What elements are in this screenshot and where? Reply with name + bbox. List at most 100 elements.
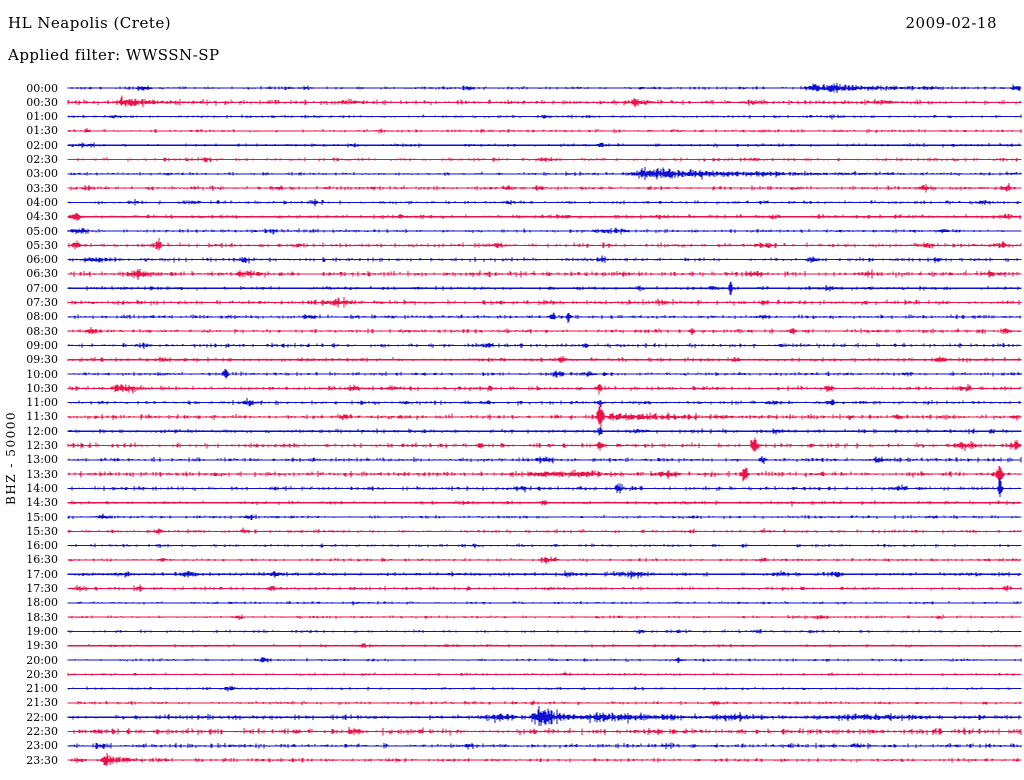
time-label-07:30: 07:30 xyxy=(26,296,58,309)
time-label-05:00: 05:00 xyxy=(26,224,58,238)
trace-row-07:00 xyxy=(67,281,1022,296)
trace-row-14:00 xyxy=(67,478,1022,498)
trace-row-17:30 xyxy=(67,584,1022,592)
time-label-08:00: 08:00 xyxy=(26,310,58,324)
time-label-23:30: 23:30 xyxy=(26,753,58,767)
trace-row-00:30 xyxy=(67,95,1022,107)
time-label-16:30: 16:30 xyxy=(26,553,58,567)
trace-row-22:00 xyxy=(67,705,1022,727)
trace-row-17:00 xyxy=(67,570,1022,579)
time-label-10:00: 10:00 xyxy=(26,367,58,381)
trace-row-08:00 xyxy=(67,312,1022,324)
trace-row-21:30 xyxy=(67,700,1022,706)
trace-row-14:30 xyxy=(67,500,1022,507)
trace-row-23:30 xyxy=(67,753,1022,766)
station-title: HL Neapolis (Crete) xyxy=(8,14,172,32)
time-label-07:00: 07:00 xyxy=(26,281,58,295)
time-label-00:30: 00:30 xyxy=(26,95,58,109)
time-label-10:30: 10:30 xyxy=(26,381,58,395)
time-label-05:30: 05:30 xyxy=(26,238,58,252)
trace-row-19:30 xyxy=(67,643,1022,649)
trace-row-02:30 xyxy=(67,157,1022,163)
trace-row-09:30 xyxy=(67,356,1022,363)
time-label-03:30: 03:30 xyxy=(26,181,58,195)
trace-row-11:30 xyxy=(67,403,1022,428)
trace-row-05:00 xyxy=(67,227,1022,235)
trace-row-01:00 xyxy=(67,114,1022,120)
time-label-01:30: 01:30 xyxy=(26,124,58,138)
time-label-16:00: 16:00 xyxy=(26,539,58,553)
trace-row-05:30 xyxy=(67,238,1022,251)
trace-row-18:30 xyxy=(67,614,1022,620)
trace-row-16:00 xyxy=(67,543,1022,549)
time-label-22:00: 22:00 xyxy=(26,710,58,724)
time-label-09:00: 09:00 xyxy=(26,338,58,352)
trace-row-01:30 xyxy=(67,128,1022,134)
time-label-13:00: 13:00 xyxy=(26,453,58,467)
trace-row-11:00 xyxy=(67,398,1022,407)
trace-row-16:30 xyxy=(67,556,1022,564)
time-label-18:30: 18:30 xyxy=(26,610,58,624)
filter-label: Applied filter: WWSSN-SP xyxy=(8,46,220,64)
time-label-20:00: 20:00 xyxy=(26,653,58,667)
time-label-17:30: 17:30 xyxy=(26,582,58,595)
time-label-04:30: 04:30 xyxy=(26,210,58,224)
record-date: 2009-02-18 xyxy=(905,14,997,32)
time-label-15:30: 15:30 xyxy=(26,524,58,538)
time-label-01:00: 01:00 xyxy=(26,110,58,124)
trace-row-10:30 xyxy=(67,384,1022,395)
time-label-13:30: 13:30 xyxy=(26,467,58,481)
time-label-21:00: 21:00 xyxy=(26,682,58,696)
time-label-06:30: 06:30 xyxy=(26,267,58,281)
time-label-00:00: 00:00 xyxy=(26,81,58,95)
time-label-06:00: 06:00 xyxy=(26,253,58,267)
time-label-15:00: 15:00 xyxy=(26,510,58,524)
trace-row-21:00 xyxy=(67,686,1022,692)
time-label-11:00: 11:00 xyxy=(26,396,58,410)
time-label-19:30: 19:30 xyxy=(26,639,58,653)
trace-row-22:30 xyxy=(67,727,1022,736)
time-label-04:00: 04:00 xyxy=(26,195,58,209)
trace-row-15:00 xyxy=(67,513,1022,521)
trace-row-12:30 xyxy=(67,437,1022,453)
trace-row-09:00 xyxy=(67,342,1022,349)
time-label-21:30: 21:30 xyxy=(26,696,58,710)
trace-row-20:30 xyxy=(67,671,1022,677)
time-label-12:00: 12:00 xyxy=(26,424,58,438)
trace-row-06:30 xyxy=(67,268,1022,280)
trace-row-13:30 xyxy=(67,465,1022,482)
time-label-08:30: 08:30 xyxy=(26,324,58,338)
trace-row-15:30 xyxy=(67,527,1022,535)
trace-row-03:00 xyxy=(67,167,1022,181)
time-label-14:00: 14:00 xyxy=(26,481,58,495)
time-label-23:00: 23:00 xyxy=(26,739,58,753)
trace-row-07:30 xyxy=(67,296,1022,308)
trace-row-23:00 xyxy=(67,742,1022,750)
time-label-19:00: 19:00 xyxy=(26,624,58,638)
trace-row-19:00 xyxy=(67,629,1022,634)
time-label-20:30: 20:30 xyxy=(26,667,58,681)
time-label-09:30: 09:30 xyxy=(26,353,58,367)
trace-row-08:30 xyxy=(67,327,1022,335)
time-label-02:00: 02:00 xyxy=(26,138,58,152)
trace-row-10:00 xyxy=(67,369,1022,379)
trace-row-13:00 xyxy=(67,456,1022,464)
trace-row-06:00 xyxy=(67,255,1022,264)
time-label-22:30: 22:30 xyxy=(26,725,58,738)
time-label-02:30: 02:30 xyxy=(26,153,58,166)
trace-row-00:00 xyxy=(67,83,1022,94)
time-label-17:00: 17:00 xyxy=(26,567,58,581)
time-label-18:00: 18:00 xyxy=(26,596,58,610)
trace-row-12:00 xyxy=(67,427,1022,436)
trace-row-20:00 xyxy=(67,657,1022,663)
trace-row-03:30 xyxy=(67,183,1022,193)
trace-row-04:00 xyxy=(67,198,1022,207)
trace-row-18:00 xyxy=(67,600,1022,606)
trace-row-02:00 xyxy=(67,142,1022,148)
time-label-14:30: 14:30 xyxy=(26,496,58,510)
time-label-11:30: 11:30 xyxy=(26,410,58,424)
trace-row-04:30 xyxy=(67,212,1022,222)
time-label-03:00: 03:00 xyxy=(26,167,58,181)
